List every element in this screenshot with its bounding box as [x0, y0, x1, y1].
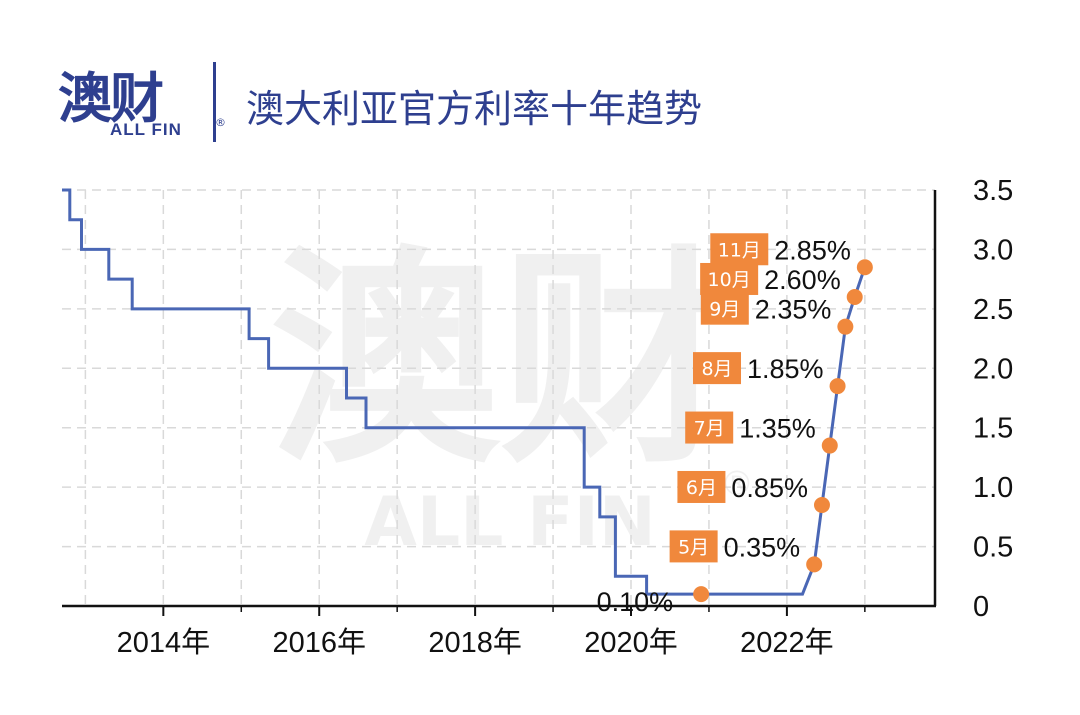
rate-value-label: 2.35%: [755, 295, 832, 325]
logo-english-text: ALL FIN: [110, 120, 182, 139]
rate-point-marker: [821, 437, 838, 454]
rate-point-marker: [846, 288, 863, 305]
y-tick-label: 0.5: [973, 532, 1013, 564]
y-tick-label: 0: [973, 591, 989, 623]
x-tick-label: 2020年: [584, 626, 678, 659]
chart-markers: [693, 259, 873, 603]
x-tick-label: 2016年: [272, 626, 366, 659]
y-tick-label: 3.5: [973, 175, 1013, 207]
chart-axes: [62, 190, 937, 616]
month-badge: [677, 470, 726, 503]
x-tick-label: 2022年: [740, 626, 834, 659]
x-tick-label: 2018年: [428, 626, 522, 659]
rate-value-label: 1.85%: [747, 354, 824, 384]
month-badge: [669, 530, 718, 563]
month-badge-label: 9月: [709, 299, 740, 321]
month-badge-label: 8月: [701, 358, 732, 380]
y-tick-label: 3.0: [973, 234, 1013, 266]
y-tick-label: 2.5: [973, 294, 1013, 326]
month-badge-label: 5月: [678, 536, 709, 558]
rate-point-marker: [856, 259, 873, 276]
month-badge-label: 10月: [708, 269, 751, 291]
rate-point-marker: [693, 586, 710, 603]
rate-value-label: 0.85%: [731, 473, 808, 503]
month-badge: [700, 262, 759, 295]
month-badge: [710, 233, 769, 266]
rate-value-label: 2.60%: [764, 265, 841, 295]
rate-point-marker: [806, 556, 823, 573]
registered-mark-icon: ®: [215, 116, 226, 129]
y-tick-label: 2.0: [973, 353, 1013, 385]
month-badge-label: 11月: [718, 239, 761, 261]
rate-value-label: 2.85%: [774, 235, 851, 265]
month-badge-label: 6月: [686, 477, 717, 499]
rate-point-marker: [837, 318, 854, 335]
y-tick-label: 1.0: [973, 472, 1013, 504]
page-title: 澳大利亚官方利率十年趋势: [246, 87, 703, 131]
month-badge-label: 7月: [694, 418, 725, 440]
rate-series-line: [62, 188, 867, 596]
rate-value-label: 1.35%: [739, 414, 816, 444]
chart-tick-labels: 0 0.5 1.0 1.5 2.0 2.5 3.0 3.5 2014年 2016年 2018年 202…: [117, 175, 1014, 659]
watermark-english-text: ALL FIN: [364, 483, 656, 562]
header-divider: [213, 62, 216, 142]
watermark: 澳财 ALL FIN ®: [270, 228, 754, 562]
rate-point-marker: [813, 496, 830, 513]
rate-value-label: 0.35%: [724, 532, 801, 562]
month-badge: [693, 352, 742, 385]
month-badge: [700, 292, 749, 325]
watermark-registered-icon: ®: [720, 464, 754, 504]
chart-data-labels: 0.10% 0.35% 5月 0.85% 6月 1.35% 7月 1.85% 8月 2.35% 9月…: [597, 233, 851, 617]
rate-point-marker: [829, 378, 846, 395]
chart-series: [62, 188, 867, 596]
logo-chinese-text: 澳财: [58, 67, 164, 130]
y-tick-label: 1.5: [973, 413, 1013, 445]
month-badge: [685, 411, 734, 444]
watermark-chinese-text: 澳财: [270, 228, 730, 495]
brand-logo: 澳财 ALL FIN ®: [48, 50, 226, 150]
x-tick-label: 2014年: [117, 626, 211, 659]
rate-value-label: 0.10%: [597, 587, 674, 617]
